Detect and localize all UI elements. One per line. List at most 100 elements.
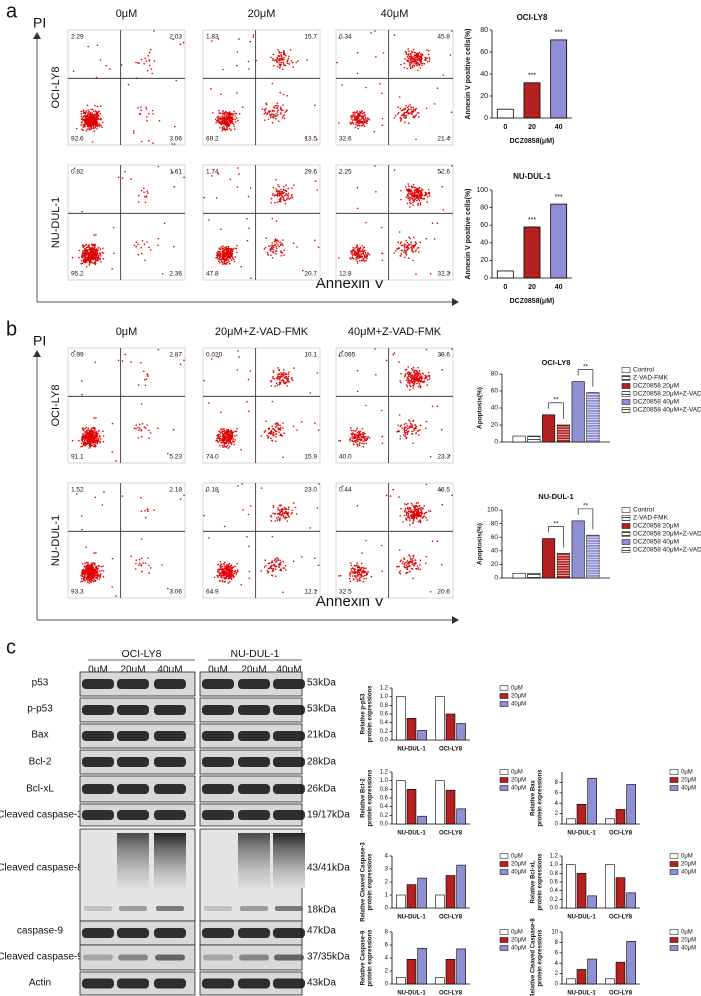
- event-dot: [403, 423, 406, 426]
- event-dot: [133, 130, 135, 132]
- event-dot: [280, 426, 282, 429]
- event-dot: [217, 576, 219, 578]
- event-dot: [89, 443, 91, 446]
- event-dot: [276, 201, 279, 203]
- event-dot: [414, 250, 417, 253]
- event-dot: [416, 565, 419, 567]
- quadrant-value: 23.0: [304, 487, 317, 494]
- event-dot: [272, 506, 275, 509]
- event-dot: [137, 107, 139, 109]
- event-dot: [368, 119, 371, 121]
- event-dot: [424, 374, 427, 377]
- event-dot: [355, 123, 357, 126]
- significance-bracket: [577, 369, 594, 387]
- event-dot: [226, 126, 229, 129]
- event-dot: [227, 113, 230, 116]
- event-dot: [268, 110, 270, 112]
- event-dot: [406, 188, 409, 191]
- event-dot: [352, 578, 355, 581]
- event-dot: [316, 507, 319, 509]
- event-dot: [375, 374, 377, 376]
- event-dot: [218, 568, 220, 571]
- quadrant-value: 29.6: [304, 169, 317, 176]
- event-dot: [412, 199, 414, 201]
- event-dot: [275, 113, 277, 115]
- event-dot: [222, 436, 225, 439]
- event-dot: [358, 247, 360, 250]
- event-dot: [228, 438, 230, 441]
- event-dot: [235, 573, 238, 576]
- event-dot: [80, 262, 82, 265]
- event-dot: [150, 68, 153, 70]
- event-dot: [359, 576, 361, 579]
- column-header: 40μM: [381, 8, 409, 20]
- event-dot: [222, 128, 224, 130]
- event-dot: [281, 252, 284, 254]
- event-dot: [405, 437, 408, 440]
- event-dot: [222, 68, 224, 71]
- event-dot: [286, 95, 289, 97]
- event-dot: [282, 371, 285, 374]
- event-dot: [81, 210, 83, 213]
- event-dot: [277, 367, 279, 369]
- event-dot: [355, 250, 357, 252]
- event-dot: [222, 569, 224, 572]
- event-dot: [81, 117, 83, 119]
- event-dot: [98, 247, 100, 249]
- band: [202, 810, 234, 820]
- flow-plot: [202, 29, 321, 146]
- event-dot: [117, 176, 120, 179]
- event-dot: [95, 118, 97, 120]
- legend-swatch: [621, 375, 631, 381]
- event-dot: [410, 108, 412, 110]
- event-dot: [137, 243, 139, 246]
- protein-name: Cleaved caspase-3: [0, 810, 83, 821]
- event-dot: [270, 520, 273, 522]
- event-dot: [228, 433, 231, 435]
- event-dot: [291, 509, 294, 512]
- event-dot: [283, 254, 285, 256]
- event-dot: [237, 485, 239, 487]
- event-dot: [278, 194, 280, 197]
- y-tick-label: 80: [480, 204, 488, 211]
- event-dot: [182, 41, 185, 44]
- event-dot: [271, 535, 274, 538]
- band: [202, 679, 234, 689]
- event-dot: [414, 241, 417, 243]
- event-dot: [222, 572, 224, 575]
- event-dot: [427, 53, 430, 56]
- event-dot: [280, 561, 282, 564]
- event-dot: [362, 580, 365, 583]
- x-axis-label: DCZ0858(μM): [510, 298, 555, 305]
- event-dot: [410, 106, 413, 108]
- event-dot: [412, 109, 414, 112]
- event-dot: [152, 113, 154, 115]
- event-dot: [246, 239, 249, 242]
- event-dot: [221, 247, 224, 250]
- event-dot: [140, 140, 143, 143]
- event-dot: [275, 246, 278, 248]
- event-dot: [425, 483, 428, 486]
- event-dot: [96, 128, 98, 130]
- event-dot: [412, 560, 414, 562]
- event-dot: [269, 248, 272, 250]
- column-header: 20μM+Z-VAD-FMK: [215, 326, 309, 338]
- event-dot: [358, 120, 361, 123]
- quadrant-value: 13.5: [304, 136, 317, 143]
- event-dot: [281, 117, 284, 119]
- event-dot: [152, 142, 154, 144]
- event-dot: [314, 180, 317, 182]
- event-dot: [338, 37, 341, 39]
- event-dot: [217, 563, 219, 566]
- y-tick-label: 20: [480, 257, 488, 264]
- event-dot: [287, 375, 290, 378]
- event-dot: [359, 439, 362, 441]
- event-dot: [266, 251, 269, 254]
- protein-name: caspase-9: [17, 926, 64, 937]
- legend-label: Z-VAD-FMK: [633, 375, 669, 382]
- event-dot: [95, 576, 98, 579]
- bar: [586, 534, 600, 579]
- event-dot: [280, 514, 283, 517]
- band: [117, 679, 149, 689]
- event-dot: [424, 193, 427, 196]
